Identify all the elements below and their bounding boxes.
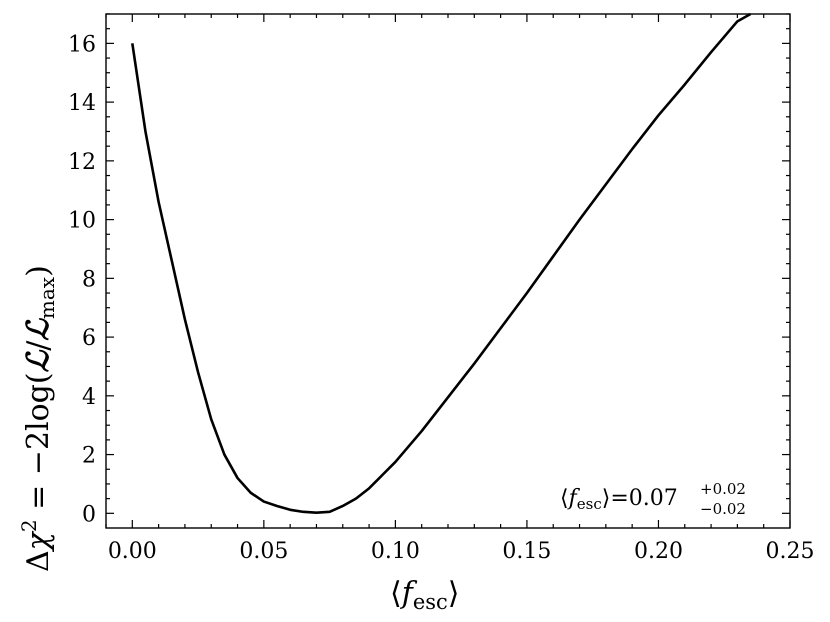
y-tick-label: 0 — [82, 502, 96, 527]
axis-ticks — [105, 13, 791, 528]
y-tick-label: 10 — [68, 209, 96, 234]
y-tick-label: 6 — [82, 326, 96, 351]
plot-frame — [105, 13, 791, 529]
y-tick-label: 14 — [68, 91, 96, 116]
y-tick-label: 4 — [82, 385, 96, 410]
x-tick-labels: 0.00 0.05 0.10 0.15 0.20 0.25 — [108, 539, 815, 564]
annotation-upper-error: +0.02 — [700, 480, 746, 498]
y-tick-label: 12 — [68, 150, 96, 175]
x-tick-label: 0.00 — [108, 539, 157, 564]
y-tick-label: 16 — [68, 32, 96, 57]
y-tick-labels: 0 2 4 6 8 10 12 14 16 — [68, 32, 96, 527]
series-line — [131, 12, 752, 515]
y-tick-label: 8 — [82, 267, 96, 292]
fesc-annotation: ⟨fesc⟩=0.07 — [560, 486, 678, 513]
x-axis-label: ⟨fesc⟩ — [390, 576, 460, 614]
y-tick-label: 2 — [82, 444, 96, 469]
x-tick-label: 0.25 — [766, 539, 815, 564]
y-axis-label: Δχ2 = −2log(ℒ/ℒmax) — [17, 265, 59, 572]
annotation-lower-error: −0.02 — [700, 500, 746, 518]
x-tick-label: 0.05 — [239, 539, 288, 564]
x-tick-label: 0.15 — [502, 539, 551, 564]
x-tick-label: 0.10 — [371, 539, 420, 564]
x-tick-label: 0.20 — [634, 539, 683, 564]
